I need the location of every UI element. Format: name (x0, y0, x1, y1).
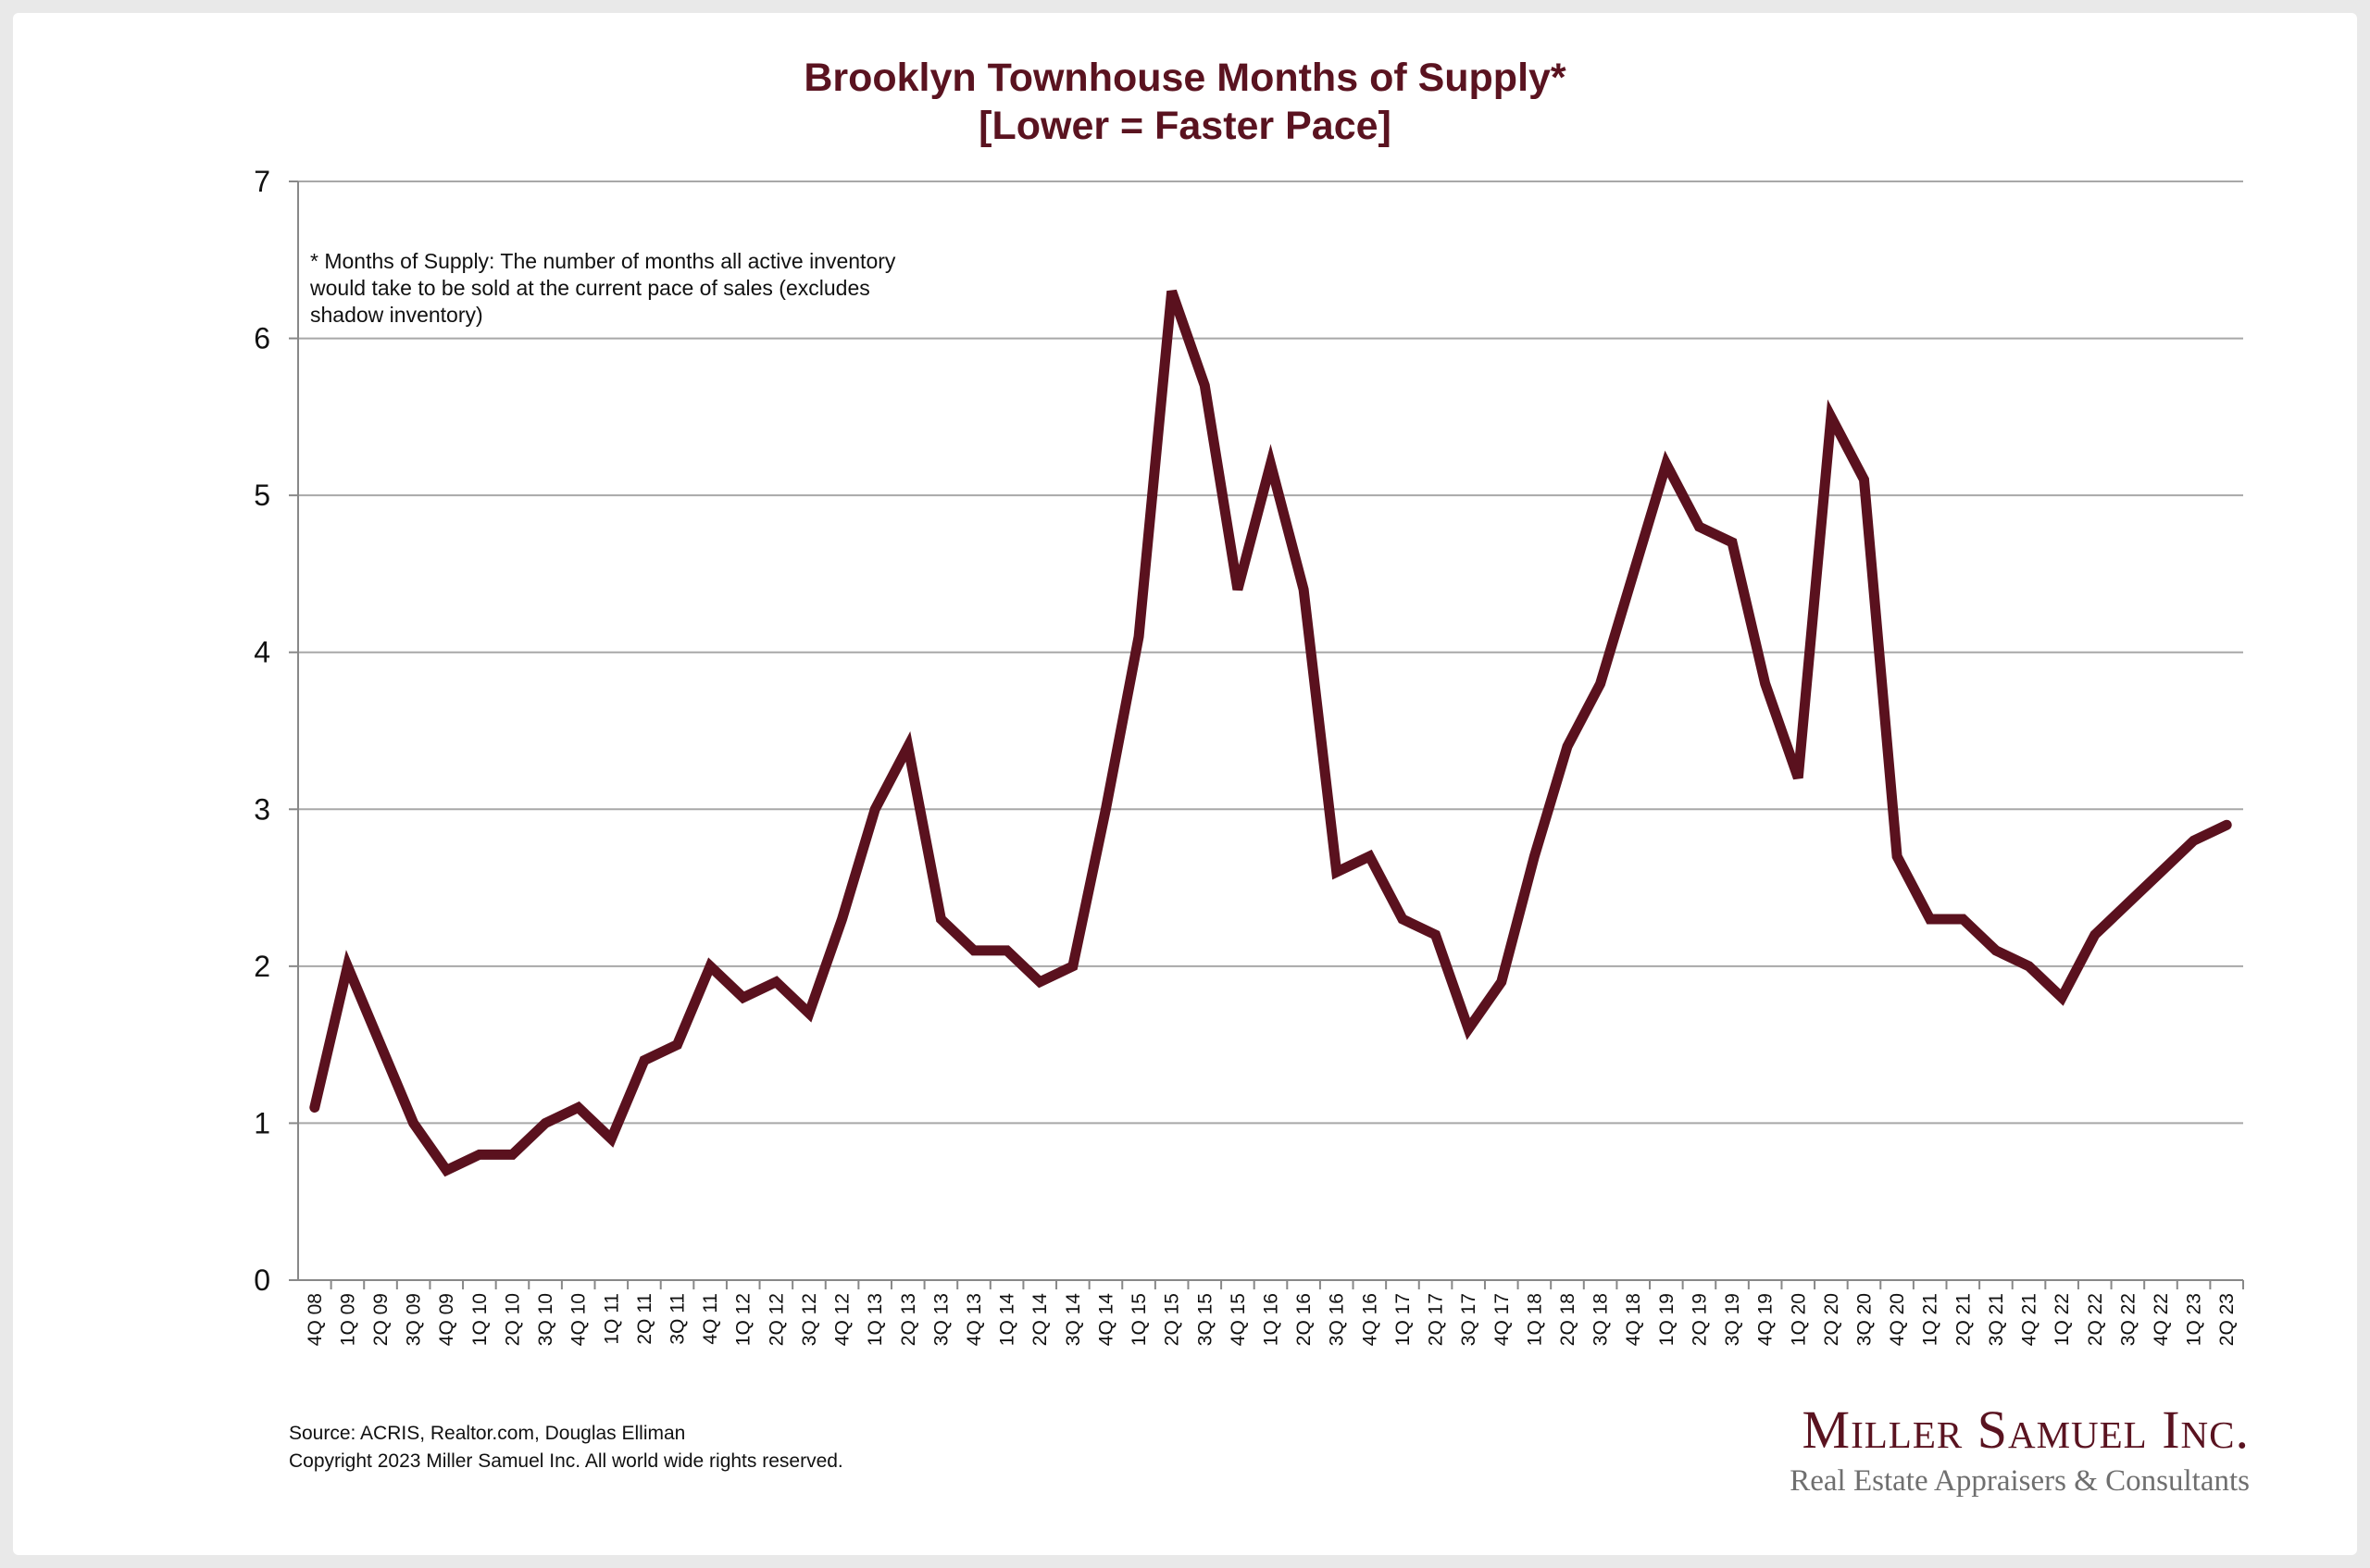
x-tick-label: 1Q 14 (997, 1293, 1018, 1347)
x-tick-label: 4Q 09 (436, 1293, 457, 1346)
x-tick-label: 3Q 18 (1590, 1293, 1612, 1346)
y-tick-label: 5 (254, 479, 270, 512)
x-tick-label: 1Q 19 (1656, 1293, 1678, 1346)
x-tick-label: 1Q 20 (1788, 1293, 1809, 1346)
x-tick-label: 1Q 16 (1261, 1293, 1282, 1346)
x-tick-label: 4Q 20 (1887, 1293, 1908, 1346)
x-tick-label: 1Q 12 (733, 1293, 755, 1346)
y-tick-label: 7 (254, 165, 270, 198)
x-tick-label: 2Q 21 (1952, 1293, 1974, 1346)
x-tick-label: 3Q 09 (404, 1293, 425, 1346)
x-tick-label: 2Q 14 (1029, 1293, 1051, 1347)
x-tick-label: 4Q 12 (832, 1293, 854, 1346)
x-tick-label: 1Q 18 (1524, 1293, 1545, 1346)
x-tick-label: 1Q 09 (337, 1293, 358, 1346)
copyright-text: Copyright 2023 Miller Samuel Inc. All wo… (289, 1450, 843, 1472)
x-tick-label: 3Q 16 (1327, 1293, 1348, 1346)
y-tick-label: 2 (254, 950, 270, 983)
x-tick-label: 2Q 19 (1689, 1293, 1710, 1346)
x-tick-label: 1Q 22 (2052, 1293, 2073, 1346)
x-tick-label: 3Q 19 (1722, 1293, 1743, 1346)
x-tick-label: 4Q 14 (1095, 1293, 1116, 1347)
x-tick-label: 1Q 21 (1920, 1293, 1941, 1346)
source-text: Source: ACRIS, Realtor.com, Douglas Elli… (289, 1423, 686, 1444)
x-tick-label: 3Q 21 (1986, 1293, 2007, 1346)
x-tick-label: 1Q 17 (1392, 1293, 1414, 1346)
x-tick-label: 4Q 08 (305, 1293, 326, 1346)
x-tick-label: 3Q 14 (1063, 1293, 1084, 1347)
x-tick-label: 3Q 13 (930, 1293, 952, 1346)
chart-annotation: * Months of Supply: The number of months… (310, 249, 896, 327)
x-tick-label: 3Q 11 (667, 1293, 689, 1345)
chart-title: Brooklyn Townhouse Months of Supply* (804, 56, 1566, 100)
x-tick-label: 2Q 13 (898, 1293, 919, 1346)
x-tick-label: 2Q 16 (1293, 1293, 1315, 1346)
x-tick-label: 4Q 17 (1491, 1293, 1513, 1346)
x-tick-label: 3Q 20 (1853, 1293, 1875, 1346)
x-tick-label: 4Q 10 (568, 1293, 590, 1346)
x-tick-label: 1Q 11 (601, 1293, 622, 1345)
x-tick-label: 3Q 12 (799, 1293, 820, 1346)
x-tick-label: 4Q 16 (1359, 1293, 1380, 1346)
x-tick-label: 2Q 12 (766, 1293, 787, 1346)
x-tick-label: 3Q 15 (1194, 1293, 1216, 1346)
x-tick-label: 1Q 23 (2184, 1293, 2205, 1346)
x-tick-label: 1Q 13 (865, 1293, 886, 1346)
x-tick-label: 2Q 15 (1162, 1293, 1183, 1346)
x-tick-label: 4Q 19 (1755, 1293, 1777, 1346)
x-tick-label: 4Q 13 (964, 1293, 985, 1346)
x-tick-label: 2Q 20 (1821, 1293, 1842, 1346)
y-tick-label: 3 (254, 792, 270, 826)
x-tick-label: 3Q 22 (2117, 1293, 2139, 1346)
x-tick-label: 2Q 23 (2216, 1293, 2238, 1346)
x-tick-label: 2Q 11 (634, 1293, 655, 1345)
y-tick-label: 0 (254, 1263, 270, 1297)
x-tick-label: 2Q 17 (1426, 1293, 1447, 1346)
x-tick-label: 1Q 10 (469, 1293, 491, 1346)
x-tick-label: 2Q 09 (370, 1293, 392, 1346)
x-tick-label: 2Q 10 (502, 1293, 523, 1346)
logo-tagline: Real Estate Appraisers & Consultants (1790, 1464, 2250, 1498)
x-tick-label: 4Q 11 (700, 1293, 721, 1345)
x-tick-label: 4Q 15 (1228, 1293, 1249, 1346)
x-tick-label: 4Q 18 (1623, 1293, 1644, 1346)
y-tick-label: 1 (254, 1106, 270, 1139)
x-tick-label: 3Q 17 (1458, 1293, 1479, 1346)
x-tick-label: 1Q 15 (1129, 1293, 1150, 1346)
chart-subtitle: [Lower = Faster Pace] (979, 104, 1391, 148)
source-note: Source: ACRIS, Realtor.com, Douglas Elli… (289, 1420, 843, 1475)
y-tick-label: 4 (254, 636, 270, 669)
y-tick-label: 6 (254, 322, 270, 355)
series-line (309, 289, 2232, 1177)
company-logo: Miller Samuel Inc. Real Estate Appraiser… (1778, 1398, 2250, 1500)
x-tick-label: 4Q 21 (2019, 1293, 2040, 1346)
x-tick-label: 3Q 10 (535, 1293, 556, 1346)
logo-name: Miller Samuel Inc. (1802, 1400, 2250, 1460)
x-tick-label: 4Q 22 (2151, 1293, 2172, 1346)
x-tick-label: 2Q 18 (1557, 1293, 1578, 1346)
x-tick-label: 2Q 22 (2085, 1293, 2106, 1346)
chart-panel (13, 13, 2357, 1555)
